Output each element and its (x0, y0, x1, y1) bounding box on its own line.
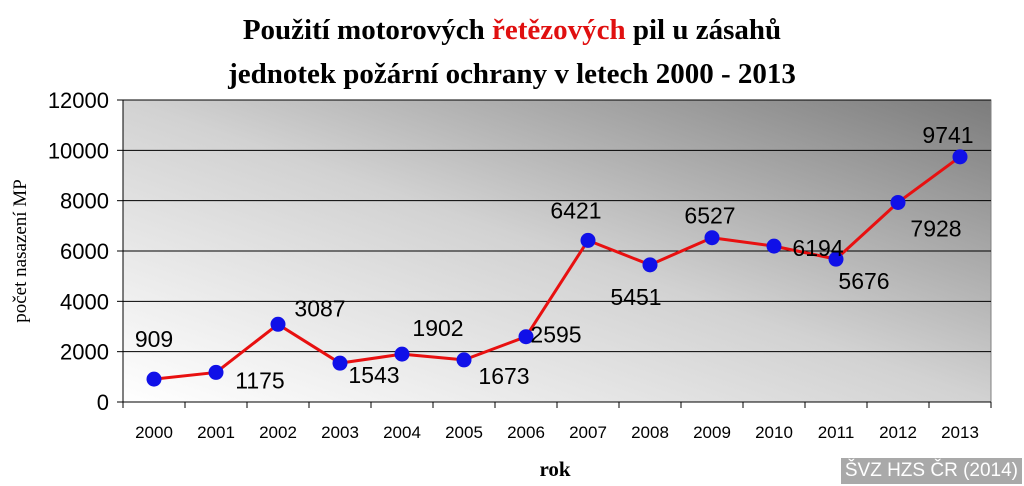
x-tick-label: 2001 (197, 423, 235, 442)
axes (117, 99, 992, 408)
x-tick-label: 2007 (569, 423, 607, 442)
data-point-group (146, 149, 968, 387)
chart-title-highlight: řetězových (491, 14, 626, 46)
data-label: 5676 (838, 268, 889, 294)
x-tick-label: 2008 (631, 423, 669, 442)
data-label: 1902 (412, 315, 463, 341)
data-point (208, 364, 224, 380)
y-axis-label: počet nasazení MP (10, 179, 31, 323)
x-tick-label: 2012 (879, 423, 917, 442)
tick-label-group: 0 2000 4000 6000 8000 10000 12000 2000 2001 2002 2… (48, 88, 979, 442)
data-point (704, 230, 720, 246)
data-label: 909 (135, 326, 173, 352)
x-axis-label: rok (539, 457, 570, 481)
data-point (580, 232, 596, 248)
y-tick-label: 4000 (60, 289, 109, 314)
data-point (394, 346, 410, 362)
data-point (890, 194, 906, 210)
chart-title-line-1: Použití motorových řetězových pil u zása… (0, 8, 1024, 52)
y-tick-label: 2000 (60, 340, 109, 365)
data-label: 2595 (530, 322, 581, 348)
data-point (270, 316, 286, 332)
data-point (766, 238, 782, 254)
data-label: 1673 (478, 363, 529, 389)
x-tick-label: 2009 (693, 423, 731, 442)
data-point (332, 355, 348, 371)
y-tick-label: 10000 (48, 138, 109, 163)
data-label: 5451 (610, 284, 661, 310)
y-tick-label: 6000 (60, 239, 109, 264)
x-tick-label: 2010 (755, 423, 793, 442)
y-tick-label: 8000 (60, 189, 109, 214)
x-tick-label: 2006 (507, 423, 545, 442)
y-tick-label: 0 (97, 390, 109, 415)
y-tick-label: 12000 (48, 88, 109, 113)
x-tick-label: 2004 (383, 423, 421, 442)
gridlines (123, 99, 991, 353)
x-tick-label: 2003 (321, 423, 359, 442)
chart-title-part-2: pil u zásahů (625, 14, 782, 46)
x-tick-label: 2005 (445, 423, 483, 442)
data-point (828, 251, 844, 267)
data-label: 7928 (910, 215, 961, 241)
series-line (153, 155, 961, 381)
data-point (518, 329, 534, 345)
chart-title-part-1: Použití motorových (242, 14, 492, 46)
chart-title-line-2: jednotek požární ochrany v letech 2000 -… (228, 58, 796, 90)
data-label: 3087 (294, 295, 345, 321)
data-label: 9741 (922, 122, 973, 148)
data-label: 6194 (792, 235, 843, 261)
chart-title: Použití motorových řetězových pil u zása… (0, 8, 1024, 96)
x-tick-label: 2011 (818, 423, 855, 442)
data-label: 1175 (235, 367, 284, 393)
series-line-group (153, 155, 961, 381)
credit-text: ŠVZ HZS ČR (2014) (840, 458, 1022, 484)
x-tick-label: 2013 (941, 423, 979, 442)
x-tick-label: 2002 (259, 423, 297, 442)
data-label: 6421 (550, 197, 601, 223)
data-point (642, 257, 658, 273)
data-point (456, 352, 472, 368)
x-tick-label: 2000 (135, 423, 173, 442)
data-point (146, 371, 162, 387)
data-label: 1543 (348, 362, 399, 388)
data-point (952, 149, 968, 165)
data-label: 6527 (684, 203, 735, 229)
